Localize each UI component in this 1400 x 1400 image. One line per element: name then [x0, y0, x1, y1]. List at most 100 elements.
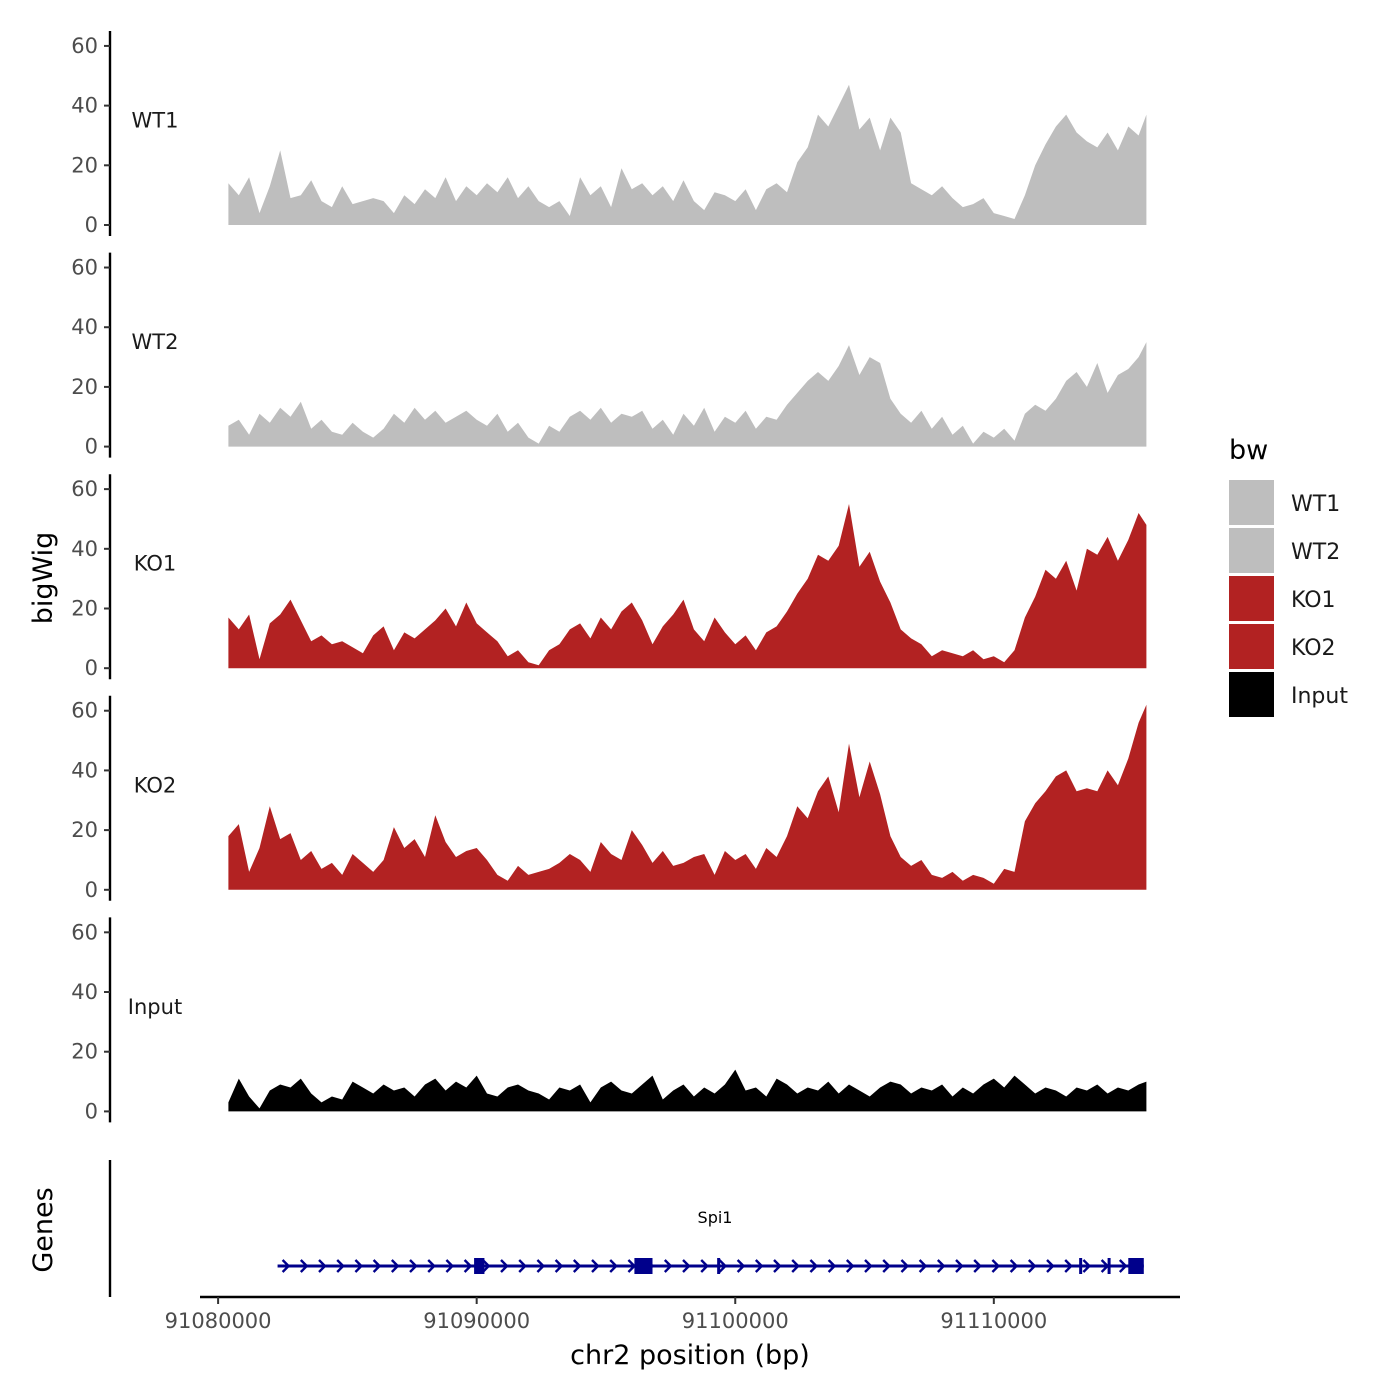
- strand-arrow: [864, 1259, 873, 1273]
- strand-arrow: [1082, 1259, 1092, 1273]
- gene-exon: [634, 1258, 653, 1274]
- area-ko1: [228, 504, 1147, 669]
- strand-arrow: [536, 1259, 546, 1273]
- strand-arrow: [372, 1259, 382, 1273]
- strand-arrow: [336, 1259, 345, 1273]
- strand-arrow: [1118, 1259, 1128, 1273]
- track-input: 0 20 40 60 Input: [71, 917, 1147, 1123]
- genes-track-title: Genes: [28, 1187, 59, 1272]
- strand-arrow: [682, 1259, 691, 1273]
- strand-arrow: [609, 1259, 618, 1273]
- strand-arrow: [973, 1259, 982, 1273]
- gene-exon: [1128, 1258, 1144, 1274]
- strand-arrow: [627, 1259, 637, 1273]
- track-wt1: 0 20 40 60 WT1: [71, 31, 1147, 237]
- x-tick-label: 91110000: [940, 1309, 1047, 1333]
- y-tick-label: 40: [71, 315, 98, 339]
- x-tick-label: 91080000: [165, 1309, 272, 1333]
- legend-label-wt2: WT2: [1291, 540, 1340, 565]
- track-label-input: Input: [128, 995, 182, 1019]
- signal-tracks: 0 20 40 60 WT1 0 20 40 60 WT2 0 20 40 60 KO1 0 20 40 60 KO2…: [71, 31, 1147, 1123]
- area-input: [228, 1069, 1147, 1112]
- strand-arrow: [591, 1259, 600, 1273]
- strand-arrow: [845, 1259, 855, 1273]
- strand-arrow: [481, 1259, 491, 1273]
- area-ko2: [228, 704, 1147, 890]
- strand-arrow: [900, 1259, 910, 1273]
- track-ko2: 0 20 40 60 KO2: [71, 695, 1147, 902]
- y-axis-title: bigWig: [28, 532, 59, 625]
- area-wt1: [228, 84, 1147, 225]
- y-tick-label: 60: [71, 477, 98, 501]
- y-tick-label: 0: [85, 213, 98, 237]
- track-wt2: 0 20 40 60 WT2: [71, 252, 1147, 459]
- gene-exon: [474, 1258, 485, 1274]
- legend-swatch-ko1: [1229, 576, 1274, 621]
- legend-label-wt1: WT1: [1291, 492, 1340, 517]
- y-tick-label: 0: [85, 878, 98, 902]
- strand-arrow: [791, 1259, 800, 1273]
- strand-arrow: [354, 1259, 364, 1273]
- y-tick-label: 20: [71, 597, 98, 621]
- legend-swatch-wt2: [1229, 528, 1274, 573]
- y-tick-label: 40: [71, 980, 98, 1004]
- gene-exon: [1107, 1258, 1111, 1274]
- y-tick-label: 20: [71, 818, 98, 842]
- strand-arrow: [991, 1259, 1001, 1273]
- gene-exon: [1079, 1258, 1083, 1274]
- y-tick-label: 20: [71, 375, 98, 399]
- track-label-wt2: WT2: [132, 330, 179, 354]
- y-tick-label: 40: [71, 758, 98, 782]
- strand-arrow: [663, 1259, 673, 1273]
- y-tick-label: 60: [71, 34, 98, 58]
- y-tick-label: 40: [71, 94, 98, 118]
- track-label-ko1: KO1: [134, 552, 177, 576]
- strand-arrow: [1046, 1259, 1055, 1273]
- strand-arrow: [1009, 1259, 1019, 1273]
- strand-arrow: [463, 1259, 473, 1273]
- area-wt2: [228, 342, 1147, 447]
- legend-swatch-wt1: [1229, 480, 1274, 525]
- strand-arrow: [281, 1259, 291, 1273]
- strand-arrow: [936, 1259, 946, 1273]
- gene-exon: [717, 1258, 721, 1274]
- strand-arrow: [390, 1259, 400, 1273]
- strand-arrow: [518, 1259, 527, 1273]
- track-label-wt1: WT1: [132, 109, 179, 133]
- strand-arrow: [500, 1259, 509, 1273]
- y-tick-label: 40: [71, 537, 98, 561]
- y-tick-label: 60: [71, 256, 98, 280]
- y-tick-label: 0: [85, 1099, 98, 1123]
- strand-arrow: [827, 1259, 837, 1273]
- strand-arrow: [427, 1259, 436, 1273]
- strand-arrow: [718, 1259, 728, 1273]
- track-label-ko2: KO2: [134, 773, 177, 797]
- strand-arrow: [554, 1259, 564, 1273]
- strand-arrow: [572, 1259, 582, 1273]
- x-tick-label: 91090000: [423, 1309, 530, 1333]
- strand-arrow: [736, 1259, 746, 1273]
- gene-name-label: Spi1: [698, 1208, 733, 1227]
- legend-swatch-input: [1229, 672, 1274, 717]
- legend-label-ko2: KO2: [1291, 636, 1336, 661]
- strand-arrow: [409, 1259, 418, 1273]
- strand-arrow: [1027, 1259, 1037, 1273]
- strand-arrow: [955, 1259, 964, 1273]
- legend-label-ko1: KO1: [1291, 588, 1336, 613]
- y-tick-label: 0: [85, 656, 98, 680]
- strand-arrow: [754, 1259, 764, 1273]
- strand-arrow: [809, 1259, 819, 1273]
- y-tick-label: 60: [71, 699, 98, 723]
- y-tick-label: 60: [71, 920, 98, 944]
- strand-arrow: [918, 1259, 928, 1273]
- gene-track: Spi1: [108, 1160, 1144, 1297]
- track-ko1: 0 20 40 60 KO1: [71, 474, 1147, 680]
- y-tick-label: 20: [71, 153, 98, 177]
- legend-title: bw: [1229, 435, 1268, 466]
- strand-arrow: [1064, 1259, 1073, 1273]
- strand-arrow: [299, 1259, 309, 1273]
- legend-label-input: Input: [1291, 684, 1348, 709]
- legend: bw WT1 WT2 KO1 KO2 Input: [1229, 435, 1348, 717]
- y-tick-label: 20: [71, 1040, 98, 1064]
